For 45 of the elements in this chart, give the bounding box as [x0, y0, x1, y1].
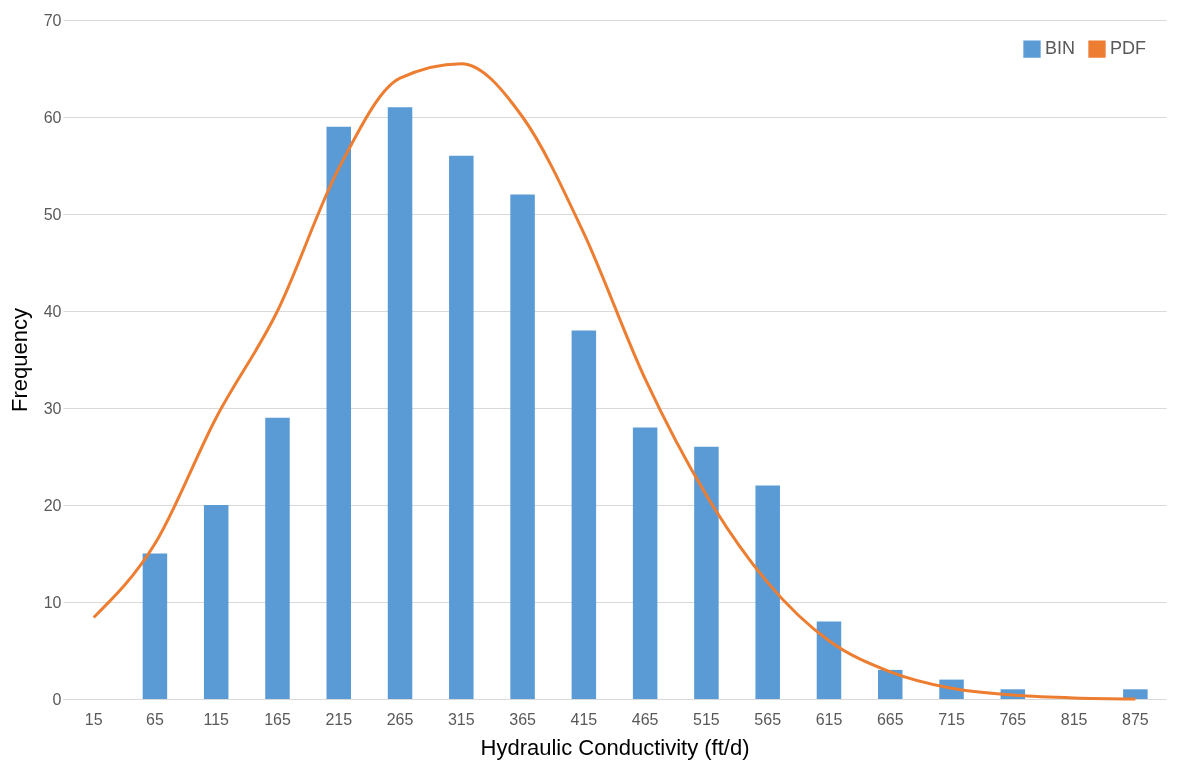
y-axis-title: Frequency [6, 308, 32, 412]
y-tick-label: 30 [43, 399, 62, 417]
bar [571, 330, 597, 699]
x-tick-label: 165 [264, 710, 291, 728]
x-tick-label: 665 [876, 710, 904, 728]
line-series [92, 62, 1137, 701]
x-tick-label: 415 [570, 710, 598, 728]
y-tick-label: 40 [43, 302, 62, 320]
x-tick-label: 875 [1122, 710, 1149, 728]
bar [877, 669, 903, 699]
x-tick-label: 765 [999, 710, 1027, 728]
y-tick-label: 10 [43, 593, 62, 611]
bar [632, 427, 658, 699]
x-tick-label: 815 [1060, 710, 1088, 728]
y-tick-label: 60 [43, 108, 62, 126]
y-tick-label: 70 [43, 11, 62, 29]
x-axis-title: Hydraulic Conductivity (ft/d) [480, 734, 750, 760]
x-tick-label: 115 [203, 710, 230, 728]
x-tick-label: 265 [386, 710, 414, 728]
bar [816, 621, 842, 699]
bar [694, 446, 719, 699]
x-tick-label: 365 [509, 710, 537, 728]
y-tick-label: 20 [43, 496, 62, 514]
bar [326, 126, 352, 699]
x-tick-label: 715 [938, 710, 965, 728]
bar [755, 485, 780, 699]
x-tick-label: 465 [631, 710, 659, 728]
x-tick-label: 15 [84, 710, 103, 728]
x-tick-label: 215 [325, 710, 353, 728]
x-tick-label: 615 [815, 710, 843, 728]
x-tick-label: 515 [693, 710, 720, 728]
bar [1123, 689, 1148, 699]
legend-label: PDF [1110, 38, 1146, 59]
bar [203, 505, 229, 699]
bar [387, 107, 413, 699]
y-tick-label: 0 [52, 690, 62, 708]
x-tick-label: 565 [754, 710, 782, 728]
bar [265, 417, 290, 699]
bar [142, 553, 168, 699]
x-tick-label: 315 [447, 710, 475, 728]
legend-label: BIN [1045, 38, 1076, 59]
y-tick-label: 50 [43, 205, 62, 223]
x-tick-label: 65 [146, 710, 164, 728]
bar [449, 155, 474, 699]
bar [510, 194, 535, 699]
